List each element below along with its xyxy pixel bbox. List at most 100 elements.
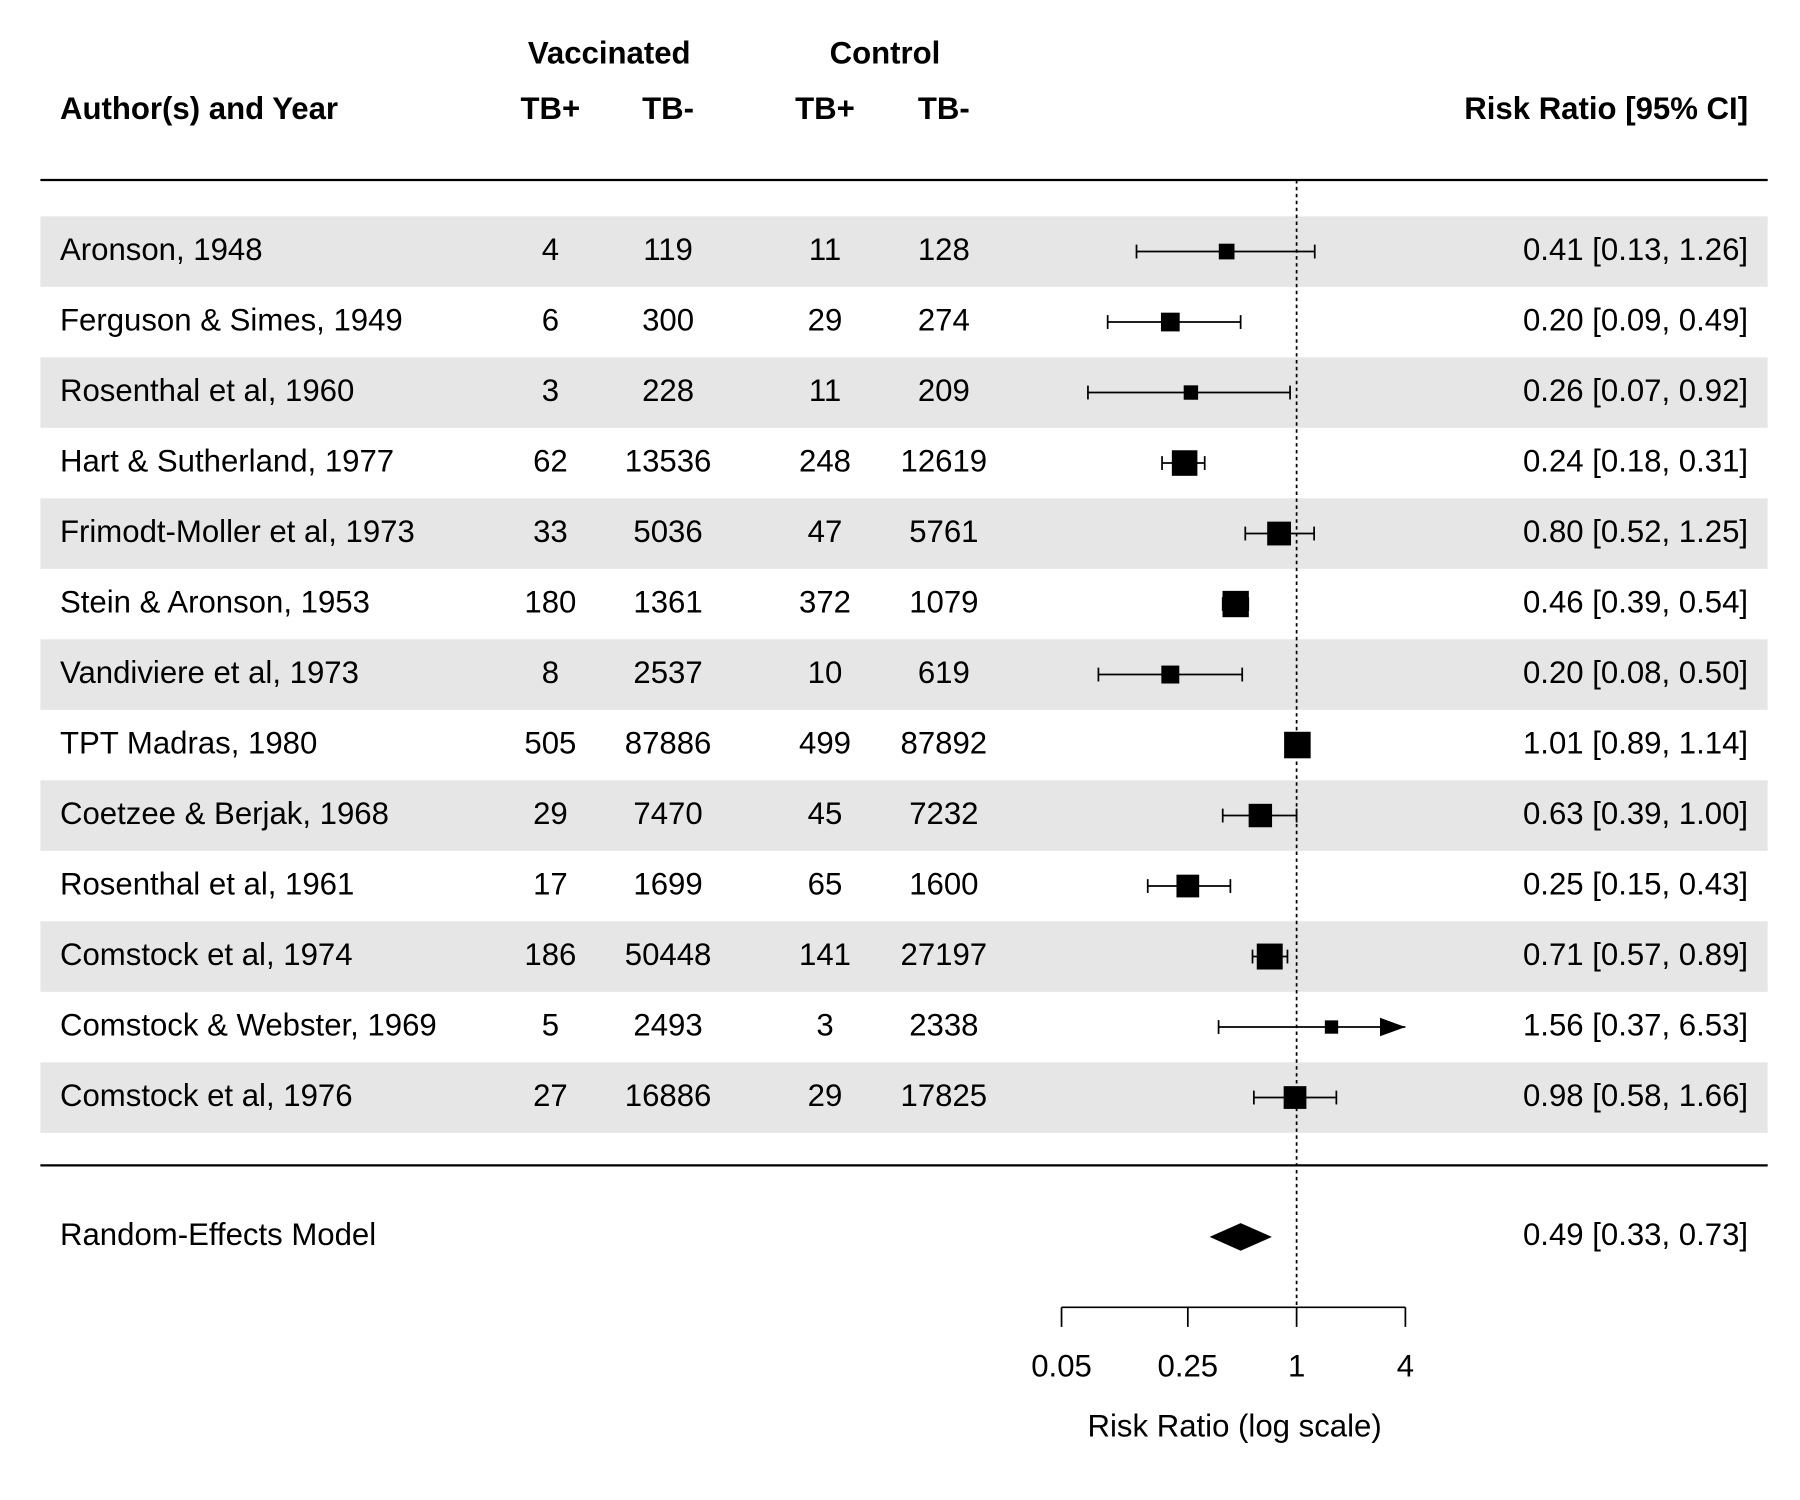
cell: 29 <box>808 302 843 337</box>
row-shading <box>40 780 1768 851</box>
row-shading <box>40 639 1768 710</box>
cell: 186 <box>524 937 576 972</box>
study-name: Rosenthal et al, 1961 <box>60 866 354 901</box>
summary-label: Random-Effects Model <box>60 1217 376 1252</box>
point-estimate <box>1222 590 1249 618</box>
column-header: TB+ <box>795 91 855 126</box>
study-name: Ferguson & Simes, 1949 <box>60 302 403 337</box>
cell: 27197 <box>901 937 988 972</box>
cell: 119 <box>643 232 693 267</box>
cell: 29 <box>808 1078 843 1113</box>
x-tick-label: 1 <box>1288 1349 1305 1384</box>
cell: 45 <box>808 796 843 831</box>
x-tick-label: 4 <box>1397 1349 1414 1384</box>
cell: 27 <box>533 1078 568 1113</box>
cell: 17 <box>533 866 568 901</box>
x-axis-label: Risk Ratio (log scale) <box>1088 1409 1382 1444</box>
column-header: TB- <box>642 91 694 126</box>
cell: 372 <box>799 584 851 619</box>
cell: 2493 <box>633 1007 702 1042</box>
row-shading <box>40 357 1768 428</box>
cell: 180 <box>524 584 576 619</box>
cell: 3 <box>542 373 559 408</box>
value-label: 0.41 [0.13, 1.26] <box>1523 232 1748 267</box>
study-name: Coetzee & Berjak, 1968 <box>60 796 389 831</box>
point-estimate <box>1324 1020 1339 1034</box>
study-name: Aronson, 1948 <box>60 232 263 267</box>
group-header: Control <box>830 36 941 71</box>
cell: 1361 <box>633 584 702 619</box>
cell: 1699 <box>633 866 702 901</box>
cell: 128 <box>918 232 970 267</box>
value-label: 0.80 [0.52, 1.25] <box>1523 514 1748 549</box>
cell: 505 <box>524 725 576 760</box>
x-tick-label: 0.25 <box>1158 1349 1219 1384</box>
study-name: Comstock et al, 1976 <box>60 1078 353 1113</box>
cell: 5 <box>542 1007 559 1042</box>
cell: 62 <box>533 443 568 478</box>
cell: 1600 <box>909 866 978 901</box>
summary-value-label: 0.49 [0.33, 0.73] <box>1523 1217 1748 1252</box>
point-estimate <box>1176 874 1200 898</box>
study-name: Hart & Sutherland, 1977 <box>60 443 394 478</box>
cell: 16886 <box>625 1078 712 1113</box>
cell: 47 <box>808 514 843 549</box>
column-header: TB- <box>918 91 970 126</box>
row-shading <box>40 498 1768 569</box>
value-label: 0.63 [0.39, 1.00] <box>1523 796 1748 831</box>
point-estimate <box>1284 731 1311 759</box>
value-label: 0.26 [0.07, 0.92] <box>1523 373 1748 408</box>
cell: 3 <box>816 1007 833 1042</box>
study-name: Comstock & Webster, 1969 <box>60 1007 437 1042</box>
value-label: 0.20 [0.08, 0.50] <box>1523 655 1748 690</box>
cell: 300 <box>642 302 694 337</box>
cell: 29 <box>533 796 568 831</box>
cell: 7470 <box>633 796 702 831</box>
cell: 4 <box>542 232 559 267</box>
cell: 2537 <box>633 655 702 690</box>
row-shading <box>40 1062 1768 1133</box>
point-estimate <box>1183 385 1199 400</box>
study-name: Stein & Aronson, 1953 <box>60 584 370 619</box>
value-label: 1.01 [0.89, 1.14] <box>1523 725 1748 760</box>
cell: 87886 <box>625 725 712 760</box>
group-header: Vaccinated <box>528 36 691 71</box>
cell: 33 <box>533 514 568 549</box>
cell: 12619 <box>901 443 988 478</box>
study-name: Frimodt-Moller et al, 1973 <box>60 514 415 549</box>
point-estimate <box>1160 312 1180 332</box>
cell: 499 <box>799 725 851 760</box>
point-estimate <box>1256 943 1283 970</box>
value-label: 0.24 [0.18, 0.31] <box>1523 443 1748 478</box>
cell: 619 <box>918 655 970 690</box>
point-estimate <box>1283 1086 1307 1109</box>
study-header: Author(s) and Year <box>60 91 338 126</box>
cell: 209 <box>918 373 970 408</box>
cell: 5036 <box>633 514 702 549</box>
cell: 65 <box>808 866 843 901</box>
summary-diamond <box>1209 1223 1272 1251</box>
estimate-header: Risk Ratio [95% CI] <box>1464 91 1748 126</box>
value-label: 1.56 [0.37, 6.53] <box>1523 1007 1748 1042</box>
cell: 6 <box>542 302 559 337</box>
point-estimate <box>1248 803 1273 828</box>
row-shading <box>40 216 1768 287</box>
value-label: 0.98 [0.58, 1.66] <box>1523 1078 1748 1113</box>
cell: 50448 <box>625 937 712 972</box>
ci-arrow <box>1380 1017 1406 1037</box>
cell: 10 <box>808 655 843 690</box>
point-estimate <box>1161 665 1180 684</box>
point-estimate <box>1171 450 1198 476</box>
study-name: Vandiviere et al, 1973 <box>60 655 359 690</box>
cell: 248 <box>799 443 851 478</box>
value-label: 0.46 [0.39, 0.54] <box>1523 584 1748 619</box>
cell: 11 <box>809 232 841 267</box>
cell: 87892 <box>901 725 988 760</box>
cell: 1079 <box>909 584 978 619</box>
cell: 7232 <box>909 796 978 831</box>
cell: 5761 <box>909 514 978 549</box>
cell: 8 <box>542 655 559 690</box>
cell: 141 <box>799 937 851 972</box>
